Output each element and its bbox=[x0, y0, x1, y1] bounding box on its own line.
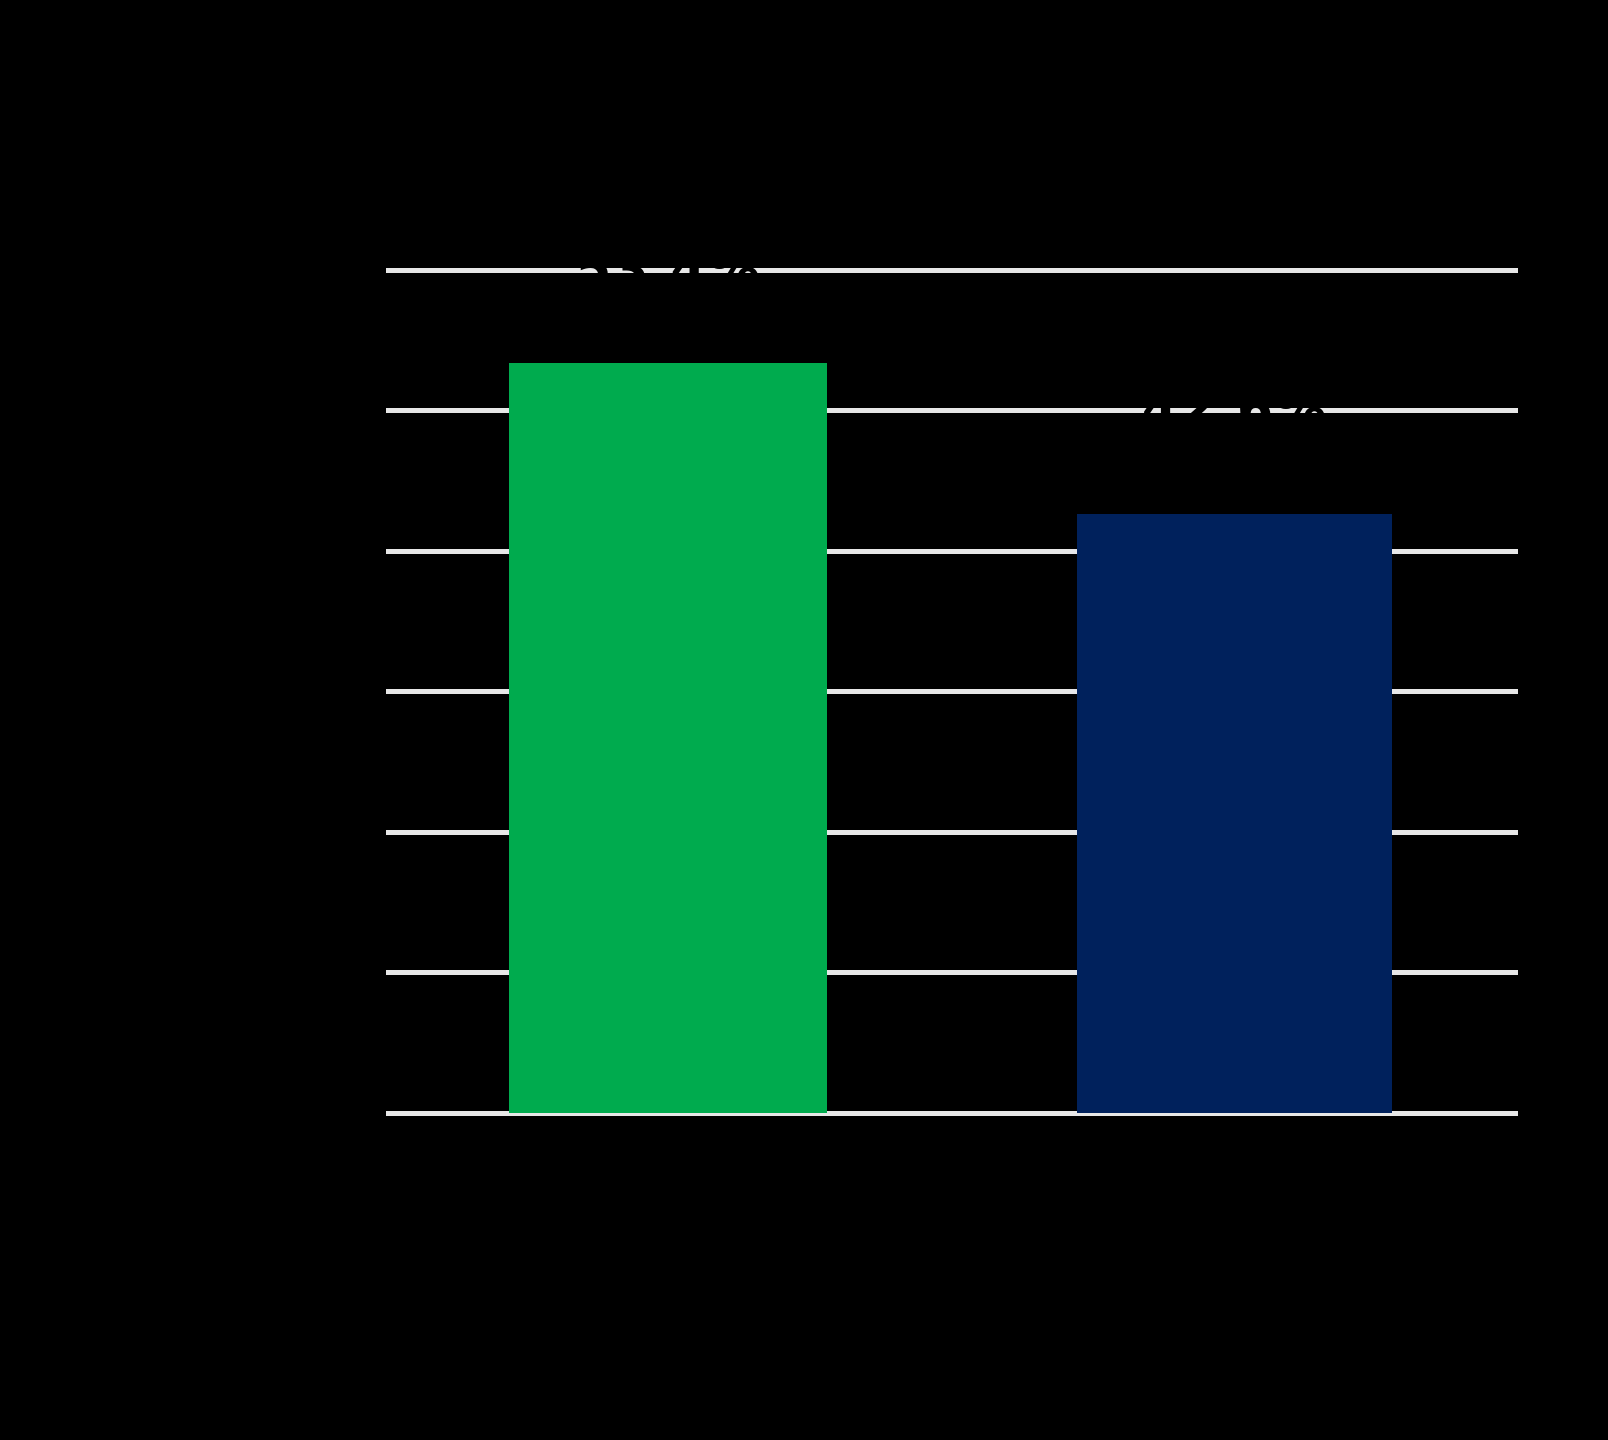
gridline bbox=[386, 689, 1518, 694]
gridline bbox=[386, 267, 1518, 273]
gridline bbox=[386, 548, 1518, 554]
bar bbox=[1077, 514, 1392, 1113]
bar-value-label: 53.4% bbox=[575, 240, 761, 300]
gridline bbox=[386, 829, 1518, 835]
bar bbox=[509, 362, 827, 1113]
bar-value-label: 42.6% bbox=[1141, 380, 1328, 440]
gridline bbox=[386, 1110, 1518, 1116]
gridline bbox=[386, 970, 1518, 975]
gridline bbox=[386, 408, 1518, 413]
